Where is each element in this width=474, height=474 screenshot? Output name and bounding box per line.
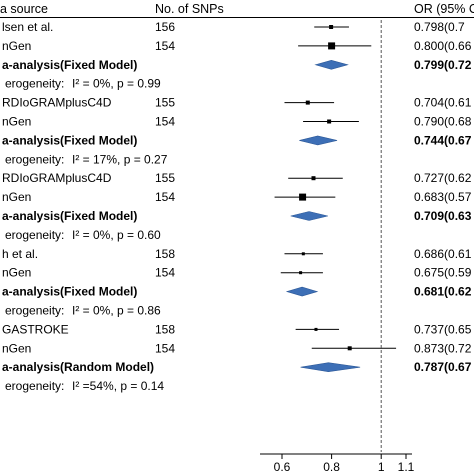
heterogeneity-label: erogeneity: [5, 77, 64, 91]
forest-row: RDIoGRAMplusC4D 155 0.727(0.62 [2, 171, 472, 185]
forest-row: nGen 154 0.873(0.72 [2, 341, 472, 355]
snp-count: 154 [155, 190, 175, 204]
pooled-label: a-analysis(Random Model) [2, 360, 154, 374]
snp-count: 154 [155, 115, 175, 129]
or-ci-text: 0.744(0.67 [414, 133, 472, 147]
header-or: OR (95% C [414, 2, 474, 16]
table-header: a source No. of SNPs OR (95% C [0, 2, 474, 18]
pooled-diamond [290, 211, 328, 221]
study-label: nGen [2, 266, 31, 280]
point-estimate [329, 25, 334, 29]
point-estimate [327, 119, 332, 124]
snp-count: 158 [155, 322, 175, 336]
forest-row: a-analysis(Fixed Model) 0.744(0.67 [2, 133, 472, 147]
study-label: nGen [2, 39, 31, 53]
or-ci-text: 0.737(0.65 [414, 322, 472, 336]
table-rows: lsen et al. 156 0.798(0.7 nGen 154 0.800(0.66… [2, 20, 472, 393]
forest-row: erogeneity: I² = 0%, p = 0.86 [5, 304, 161, 318]
forest-row: lsen et al. 156 0.798(0.7 [2, 20, 465, 34]
heterogeneity-label: erogeneity: [5, 152, 64, 166]
header-snps: No. of SNPs [155, 2, 224, 16]
forest-row: erogeneity: I² = 0%, p = 0.60 [5, 228, 161, 242]
x-tick-label: 1.1 [398, 460, 415, 474]
forest-row: a-analysis(Fixed Model) 0.681(0.62 [2, 285, 472, 299]
heterogeneity-stat: I² = 0%, p = 0.86 [72, 304, 161, 318]
study-label: RDIoGRAMplusC4D [2, 96, 112, 110]
x-axis: 0.6 0.8 1 1.1 [260, 453, 415, 474]
forest-row: a-analysis(Random Model) 0.787(0.67 [2, 360, 472, 374]
pooled-label: a-analysis(Fixed Model) [2, 58, 137, 72]
or-ci-text: 0.686(0.61 [414, 247, 472, 261]
pooled-label: a-analysis(Fixed Model) [2, 133, 137, 147]
snp-count: 154 [155, 341, 175, 355]
plot-area [274, 20, 397, 452]
heterogeneity-stat: I² = 0%, p = 0.60 [72, 228, 161, 242]
snp-count: 158 [155, 247, 175, 261]
forest-row: nGen 154 0.675(0.59 [2, 266, 472, 280]
pooled-diamond [314, 59, 349, 70]
study-label: nGen [2, 115, 31, 129]
snp-count: 154 [155, 266, 175, 280]
or-ci-text: 0.709(0.63 [414, 209, 472, 223]
heterogeneity-label: erogeneity: [5, 304, 64, 318]
forest-row: nGen 154 0.790(0.68 [2, 115, 472, 129]
forest-row: nGen 154 0.800(0.66 [2, 39, 472, 53]
or-ci-text: 0.787(0.67 [414, 360, 472, 374]
study-label: h et al. [2, 247, 38, 261]
pooled-diamond [299, 135, 338, 146]
point-estimate [328, 42, 336, 50]
study-label: GASTROKE [2, 322, 69, 336]
heterogeneity-label: erogeneity: [5, 228, 64, 242]
study-label: RDIoGRAMplusC4D [2, 171, 112, 185]
pooled-diamond [300, 362, 361, 373]
or-ci-text: 0.683(0.57 [414, 190, 472, 204]
snp-count: 155 [155, 96, 175, 110]
pooled-label: a-analysis(Fixed Model) [2, 285, 137, 299]
or-ci-text: 0.790(0.68 [414, 115, 472, 129]
x-tick-label: 0.6 [274, 460, 291, 474]
point-estimate [311, 176, 316, 181]
header-source: a source [0, 2, 48, 16]
snp-count: 156 [155, 20, 175, 34]
study-label: nGen [2, 190, 31, 204]
heterogeneity-stat: I² =54%, p = 0.14 [72, 379, 164, 393]
point-estimate [347, 346, 352, 351]
forest-row: nGen 154 0.683(0.57 [2, 190, 472, 204]
point-estimate [305, 100, 310, 105]
or-ci-text: 0.704(0.61 [414, 96, 472, 110]
or-ci-text: 0.800(0.66 [414, 39, 472, 53]
study-label: nGen [2, 341, 31, 355]
or-ci-text: 0.681(0.62 [414, 285, 472, 299]
x-tick-label: 1 [378, 460, 385, 474]
forest-row: erogeneity: I² = 0%, p = 0.99 [5, 77, 161, 91]
or-ci-text: 0.873(0.72 [414, 341, 472, 355]
forest-row: a-analysis(Fixed Model) 0.709(0.63 [2, 209, 472, 223]
forest-row: RDIoGRAMplusC4D 155 0.704(0.61 [2, 96, 472, 110]
or-ci-text: 0.675(0.59 [414, 266, 472, 280]
forest-row: h et al. 158 0.686(0.61 [2, 247, 472, 261]
point-estimate [299, 193, 307, 201]
or-ci-text: 0.727(0.62 [414, 171, 472, 185]
pooled-label: a-analysis(Fixed Model) [2, 209, 137, 223]
pooled-diamond [285, 286, 319, 297]
heterogeneity-stat: I² = 17%, p = 0.27 [72, 152, 168, 166]
forest-row: erogeneity: I² = 17%, p = 0.27 [5, 152, 168, 166]
point-estimate [301, 252, 305, 256]
study-label: lsen et al. [2, 20, 53, 34]
or-ci-text: 0.798(0.7 [414, 20, 465, 34]
forest-row: GASTROKE 158 0.737(0.65 [2, 322, 472, 336]
heterogeneity-label: erogeneity: [5, 379, 64, 393]
snp-count: 155 [155, 171, 175, 185]
point-estimate [299, 271, 303, 275]
forest-row: a-analysis(Fixed Model) 0.799(0.72 [2, 58, 472, 72]
snp-count: 154 [155, 39, 175, 53]
heterogeneity-stat: I² = 0%, p = 0.99 [72, 77, 161, 91]
forest-row: erogeneity: I² =54%, p = 0.14 [5, 379, 164, 393]
x-tick-label: 0.8 [323, 460, 340, 474]
point-estimate [314, 327, 318, 331]
or-ci-text: 0.799(0.72 [414, 58, 472, 72]
